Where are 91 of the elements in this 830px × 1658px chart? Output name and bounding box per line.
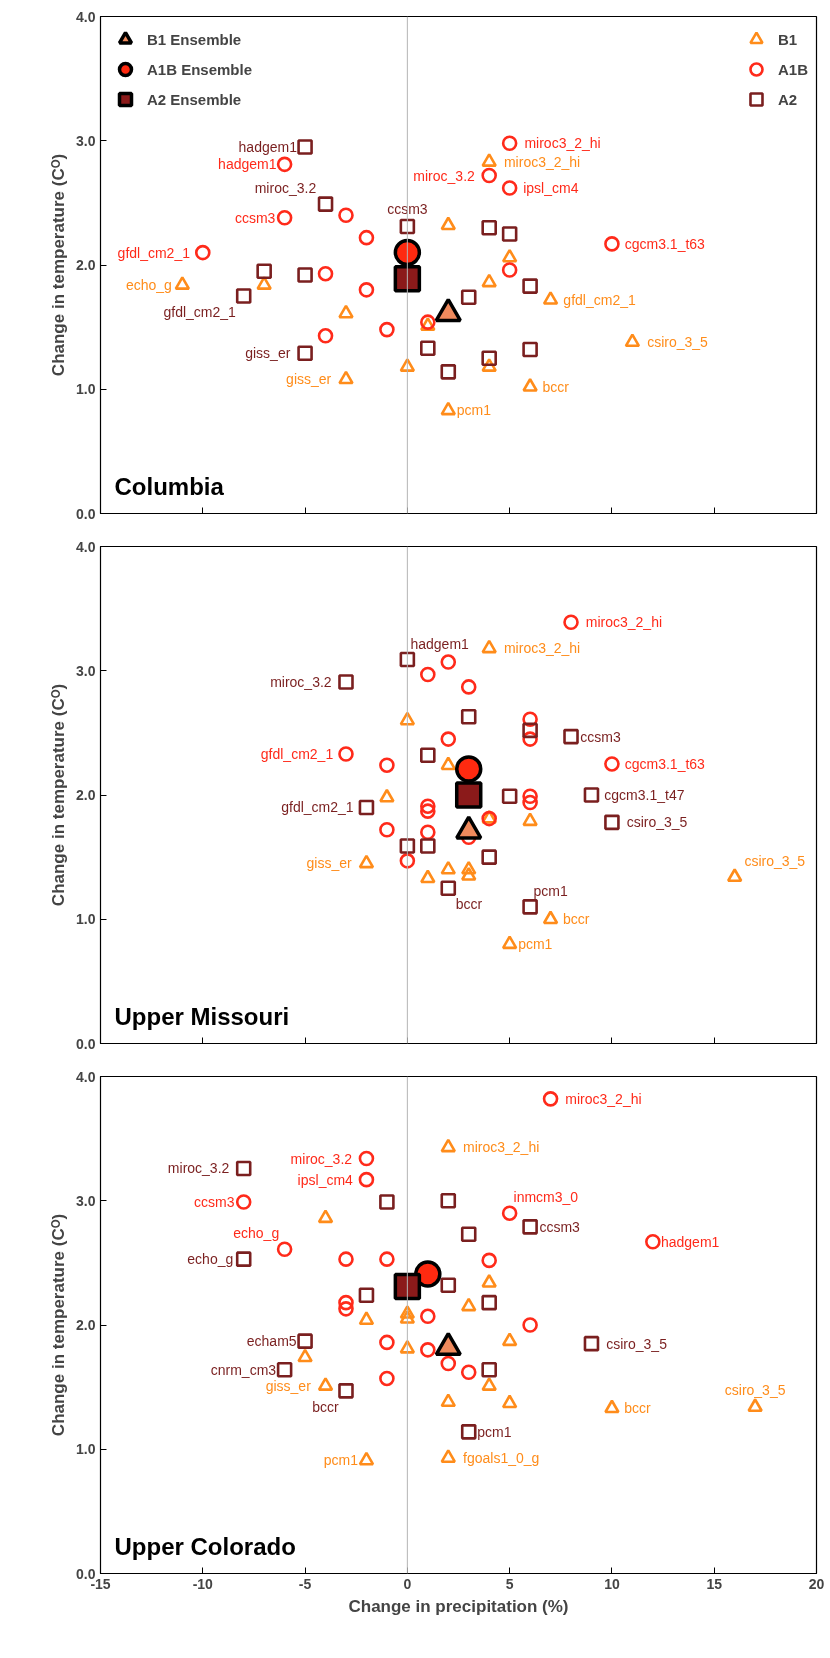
annotation: ccsm3: [580, 728, 621, 745]
x-tick-label: -10: [192, 1575, 214, 1592]
legend-label: A2 Ensemble: [147, 89, 242, 110]
y-tick-label: 0.0: [76, 505, 96, 522]
y-axis-title: Change in temperature (Cᴼ): [49, 153, 69, 377]
y-tick-label: 0.0: [76, 1035, 96, 1052]
annotation: gfdl_cm2_1: [260, 746, 334, 762]
annotation: ipsl_cm4: [523, 179, 579, 196]
annotation: echo_g: [125, 276, 172, 293]
annotation: miroc3_2_hi: [503, 640, 581, 657]
y-tick-label: 3.0: [76, 662, 96, 679]
annotation: gfdl_cm2_1: [117, 244, 191, 261]
y-tick-label: 2.0: [76, 1317, 96, 1333]
y-axis-title: Change in temperature (Cᴼ): [49, 1213, 69, 1437]
text: Columbia: [114, 472, 225, 500]
legend-label: B1: [777, 29, 798, 50]
annotation: pcm1: [477, 1423, 512, 1440]
annotation: echo_g: [233, 1225, 280, 1242]
y-tick-label: 4.0: [76, 538, 96, 555]
text: Upper Missouri: [114, 1002, 290, 1030]
y-tick-label: 0.0: [76, 1565, 96, 1582]
annotation: bccr: [624, 1400, 652, 1417]
legend-label: B1 Ensemble: [147, 29, 242, 50]
annotation: giss_er: [286, 371, 332, 388]
annotation: pcm1: [456, 402, 492, 419]
y-tick-label: 3.0: [76, 1192, 96, 1209]
y-tick-label: 4.0: [76, 8, 96, 25]
annotation: echo_g: [187, 1251, 234, 1268]
annotation: csiro_3_5: [647, 334, 709, 351]
text: Upper Colorado: [114, 1532, 296, 1560]
annotation: cgcm3.1_t63: [624, 755, 706, 772]
annotation: pcm1: [323, 1452, 359, 1469]
annotation: miroc_3.2: [290, 1150, 353, 1167]
annotation: hadgem1: [410, 635, 470, 652]
annotation: bccr: [455, 896, 483, 913]
x-axis-title: Change in precipitation (%): [348, 1596, 569, 1616]
annotation: miroc_3.2: [413, 167, 476, 184]
x-tick-label: 5: [505, 1575, 514, 1592]
annotation: miroc3_2_hi: [463, 1139, 540, 1156]
x-tick-label: 0: [403, 1575, 412, 1592]
y-tick-label: 4.0: [76, 1068, 96, 1085]
annotation: pcm1: [533, 882, 569, 899]
annotation: gfdl_cm2_1: [563, 291, 636, 308]
annotation: csiro_3_5: [626, 814, 688, 831]
annotation: miroc_3.2: [270, 673, 332, 690]
annotation: cnrm_cm3: [210, 1361, 277, 1378]
annotation: hadgem1: [238, 138, 298, 155]
annotation: gfdl_cm2_1: [281, 799, 354, 816]
x-tick-label: 15: [706, 1575, 723, 1592]
annotation: hadgem1: [660, 1233, 720, 1250]
annotation: cgcm3.1_t47: [604, 787, 685, 803]
x-tick-label: 20: [808, 1575, 825, 1592]
annotation: miroc3_2_hi: [585, 614, 663, 631]
y-axis-title: Change in temperature (Cᴼ): [49, 683, 69, 907]
annotation: ccsm3: [193, 1193, 235, 1210]
y-tick-label: 1.0: [76, 1441, 96, 1458]
y-tick-label: 3.0: [76, 132, 96, 149]
annotation: ccsm3: [539, 1218, 581, 1235]
annotation: miroc3_2_hi: [565, 1090, 642, 1107]
annotation: bccr: [542, 378, 570, 395]
annotation: gfdl_cm2_1: [163, 304, 237, 321]
annotation: csiro_3_5: [744, 853, 806, 870]
y-tick-label: 1.0: [76, 381, 96, 398]
annotation: miroc_3.2: [167, 1160, 230, 1177]
annotation: giss_er: [245, 345, 291, 362]
y-tick-label: 1.0: [76, 911, 96, 928]
annotation: miroc_3.2: [254, 180, 317, 197]
x-tick-label: -5: [298, 1575, 312, 1592]
annotation: miroc3_2_hi: [503, 153, 581, 170]
annotation: inmcm3_0: [513, 1189, 579, 1206]
annotation: bccr: [562, 911, 590, 928]
x-tick-label: 10: [604, 1575, 620, 1592]
legend-label: A2: [777, 89, 798, 110]
legend-label: A1B: [777, 59, 808, 80]
annotation: ipsl_cm4: [297, 1171, 354, 1188]
annotation: csiro_3_5: [724, 1382, 786, 1399]
annotation: ccsm3: [234, 209, 276, 226]
annotation: csiro_3_5: [606, 1335, 668, 1352]
annotation: giss_er: [306, 855, 353, 872]
annotation: ccsm3: [387, 201, 428, 218]
annotation: pcm1: [518, 936, 553, 953]
y-tick-label: 2.0: [76, 257, 96, 273]
annotation: echam5: [246, 1333, 297, 1350]
annotation: bccr: [312, 1398, 339, 1415]
annotation: fgoals1_0_g: [463, 1449, 540, 1466]
legend-label: A1B Ensemble: [147, 59, 253, 80]
annotation: cgcm3.1_t63: [624, 235, 706, 252]
annotation: giss_er: [265, 1377, 312, 1394]
annotation: miroc3_2_hi: [524, 135, 601, 152]
y-tick-label: 2.0: [76, 787, 96, 803]
annotation: hadgem1: [218, 156, 277, 173]
